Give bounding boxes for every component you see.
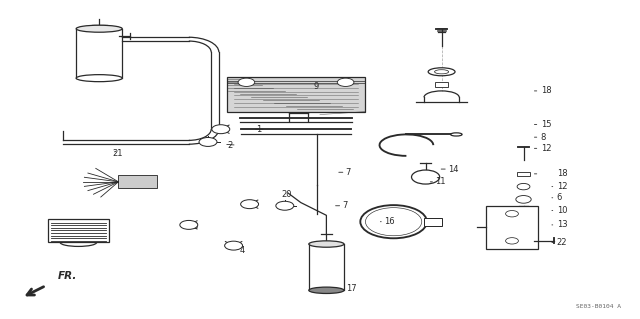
Bar	[486, 206, 538, 249]
Circle shape	[199, 137, 217, 146]
Text: 16: 16	[384, 217, 395, 226]
Text: 1: 1	[256, 125, 261, 134]
Text: 12: 12	[557, 182, 567, 191]
Text: 22: 22	[557, 238, 567, 247]
Bar	[118, 175, 157, 188]
Text: 17: 17	[346, 284, 356, 293]
Text: 3: 3	[192, 222, 197, 231]
Text: 8: 8	[541, 133, 546, 142]
Circle shape	[238, 78, 255, 86]
Circle shape	[276, 201, 294, 210]
Ellipse shape	[428, 68, 455, 76]
Bar	[48, 219, 109, 242]
Text: 7: 7	[342, 201, 348, 210]
Circle shape	[225, 241, 243, 250]
Circle shape	[337, 78, 354, 86]
Text: 13: 13	[557, 220, 568, 229]
Text: 4: 4	[240, 246, 245, 255]
Ellipse shape	[308, 241, 344, 247]
Text: SE03-B0104 A: SE03-B0104 A	[576, 304, 621, 309]
Ellipse shape	[308, 287, 344, 293]
Circle shape	[516, 196, 531, 203]
Bar	[517, 172, 530, 176]
Circle shape	[506, 238, 518, 244]
Circle shape	[241, 200, 259, 209]
Text: 12: 12	[541, 144, 551, 153]
Circle shape	[212, 125, 230, 134]
Text: 10: 10	[557, 206, 567, 215]
Text: 19: 19	[243, 201, 253, 210]
Ellipse shape	[435, 70, 449, 74]
Text: 18: 18	[557, 169, 568, 178]
Text: 20: 20	[282, 190, 292, 199]
Bar	[424, 218, 442, 226]
Circle shape	[180, 220, 198, 229]
Text: 2: 2	[227, 141, 232, 150]
Text: 15: 15	[541, 120, 551, 129]
Circle shape	[517, 183, 530, 190]
Text: 5: 5	[285, 203, 290, 212]
Text: 6: 6	[557, 193, 562, 202]
Text: 7: 7	[346, 168, 351, 177]
Text: 21: 21	[112, 149, 122, 158]
Text: 11: 11	[435, 177, 445, 186]
Bar	[227, 77, 365, 112]
Bar	[435, 82, 448, 87]
Circle shape	[360, 205, 427, 238]
Text: 18: 18	[541, 86, 552, 95]
Text: FR.: FR.	[58, 271, 77, 281]
Ellipse shape	[76, 75, 122, 82]
Circle shape	[506, 211, 518, 217]
Ellipse shape	[76, 25, 122, 32]
Text: 9: 9	[314, 82, 319, 91]
Circle shape	[412, 170, 440, 184]
Ellipse shape	[451, 133, 462, 136]
Text: 14: 14	[448, 165, 458, 174]
